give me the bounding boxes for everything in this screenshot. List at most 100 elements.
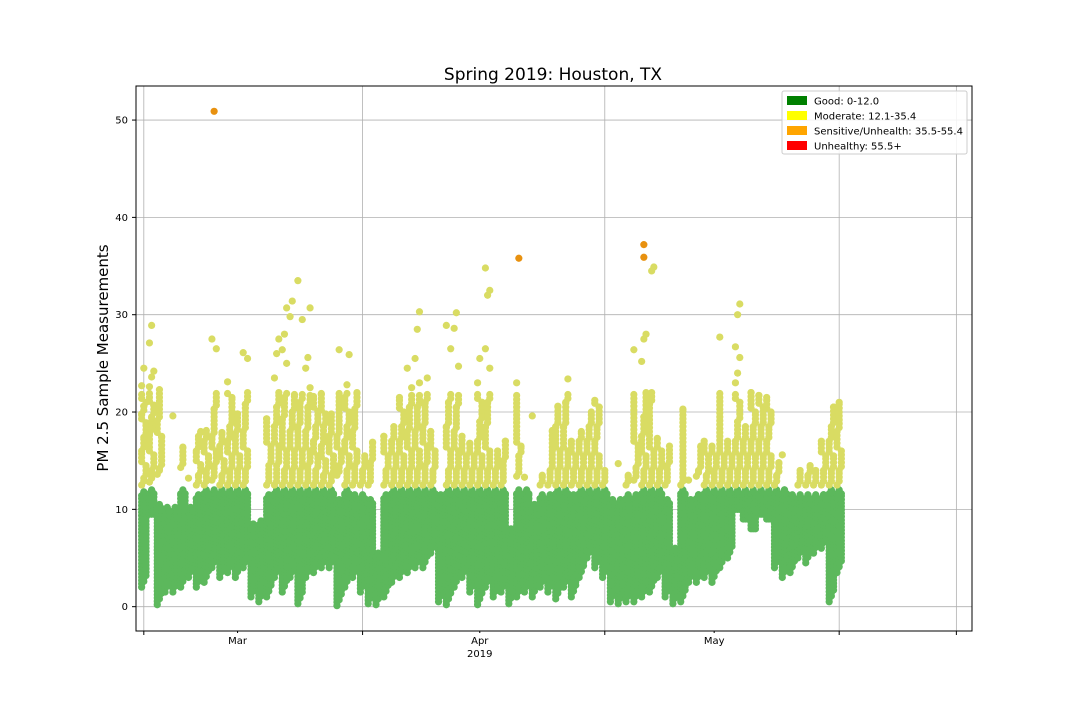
moderate-point bbox=[486, 286, 494, 294]
moderate-point bbox=[343, 381, 351, 389]
moderate-point bbox=[150, 455, 158, 463]
moderate-point bbox=[304, 465, 312, 474]
moderate-point bbox=[476, 354, 484, 363]
moderate-point bbox=[231, 432, 239, 440]
moderate-point bbox=[312, 425, 320, 434]
moderate-point bbox=[226, 469, 234, 477]
moderate-point bbox=[145, 389, 154, 398]
moderate-point bbox=[476, 469, 484, 477]
moderate-point bbox=[265, 465, 273, 474]
moderate-point bbox=[317, 390, 325, 399]
data-points bbox=[138, 107, 845, 610]
moderate-point bbox=[223, 440, 232, 448]
moderate-point bbox=[169, 412, 177, 420]
moderate-point bbox=[413, 469, 421, 477]
moderate-point bbox=[329, 456, 338, 464]
moderate-point bbox=[243, 354, 252, 363]
moderate-point bbox=[351, 408, 359, 416]
moderate-point bbox=[335, 346, 343, 354]
moderate-point bbox=[200, 440, 208, 448]
moderate-point bbox=[454, 362, 463, 370]
moderate-point bbox=[140, 477, 148, 485]
moderate-point bbox=[197, 463, 205, 472]
moderate-point bbox=[140, 364, 148, 372]
moderate-point bbox=[280, 469, 289, 477]
moderate-point bbox=[413, 325, 421, 333]
moderate-point bbox=[390, 425, 398, 434]
moderate-point bbox=[142, 422, 150, 430]
moderate-point bbox=[304, 353, 312, 362]
moderate-point bbox=[179, 444, 187, 452]
moderate-point bbox=[450, 324, 458, 332]
moderate-point bbox=[148, 373, 156, 381]
moderate-point bbox=[454, 391, 463, 400]
moderate-point bbox=[296, 469, 304, 477]
moderate-point bbox=[212, 389, 220, 398]
moderate-point bbox=[223, 389, 232, 398]
moderate-point bbox=[538, 473, 546, 481]
moderate-point bbox=[478, 455, 486, 463]
moderate-point bbox=[309, 440, 318, 448]
moderate-point bbox=[473, 390, 482, 399]
moderate-point bbox=[452, 309, 460, 317]
moderate-point bbox=[298, 451, 306, 459]
moderate-point bbox=[470, 455, 478, 463]
moderate-point bbox=[486, 364, 494, 372]
moderate-point bbox=[447, 390, 455, 399]
moderate-point bbox=[481, 345, 490, 353]
good-point bbox=[525, 490, 533, 498]
good-point bbox=[181, 490, 189, 498]
moderate-point bbox=[395, 396, 404, 404]
moderate-point bbox=[473, 379, 482, 387]
moderate-point bbox=[327, 413, 335, 421]
moderate-point bbox=[243, 451, 252, 459]
moderate-point bbox=[204, 455, 213, 463]
moderate-point bbox=[302, 364, 310, 372]
moderate-point bbox=[243, 388, 252, 397]
moderate-point bbox=[236, 455, 244, 463]
moderate-point bbox=[341, 396, 349, 404]
moderate-point bbox=[140, 435, 148, 443]
moderate-point bbox=[233, 410, 242, 418]
moderate-point bbox=[223, 378, 232, 386]
moderate-point bbox=[288, 297, 296, 305]
moderate-point bbox=[493, 451, 502, 459]
moderate-point bbox=[145, 431, 154, 439]
moderate-point bbox=[473, 440, 482, 448]
moderate-point bbox=[208, 435, 216, 443]
moderate-point bbox=[528, 412, 536, 420]
moderate-point bbox=[155, 389, 164, 398]
moderate-point bbox=[517, 444, 525, 452]
moderate-point bbox=[202, 469, 210, 477]
moderate-point bbox=[145, 383, 154, 391]
moderate-point bbox=[398, 469, 406, 477]
moderate-point bbox=[431, 451, 439, 459]
moderate-point bbox=[460, 469, 468, 477]
moderate-point bbox=[405, 469, 414, 477]
moderate-point bbox=[444, 469, 453, 477]
moderate-point bbox=[138, 390, 146, 399]
moderate-point bbox=[306, 384, 314, 392]
moderate-point bbox=[341, 440, 349, 448]
sensitive-point bbox=[210, 107, 218, 115]
good-point bbox=[501, 490, 510, 498]
good-point bbox=[150, 490, 158, 498]
moderate-point bbox=[275, 335, 283, 343]
moderate-point bbox=[218, 430, 226, 439]
moderate-point bbox=[239, 349, 247, 357]
moderate-point bbox=[333, 435, 341, 443]
moderate-point bbox=[298, 390, 306, 399]
moderate-point bbox=[447, 345, 455, 353]
moderate-point bbox=[294, 277, 302, 285]
moderate-point bbox=[486, 451, 494, 459]
moderate-point bbox=[415, 451, 424, 459]
moderate-point bbox=[466, 440, 474, 448]
moderate-point bbox=[138, 450, 146, 458]
moderate-point bbox=[184, 474, 193, 482]
good-point bbox=[329, 490, 338, 498]
moderate-point bbox=[283, 389, 291, 398]
moderate-point bbox=[312, 469, 320, 477]
moderate-point bbox=[142, 462, 150, 471]
moderate-point bbox=[415, 308, 424, 316]
